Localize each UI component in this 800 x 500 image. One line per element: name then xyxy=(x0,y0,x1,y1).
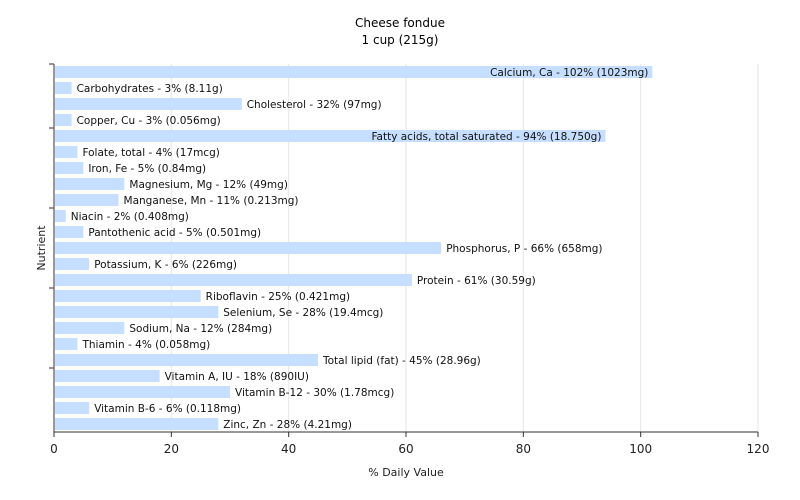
bar-9 xyxy=(55,210,66,222)
bar-7 xyxy=(55,178,125,190)
bar-10 xyxy=(55,226,84,238)
x-tick-label-2: 40 xyxy=(281,442,296,456)
bar-6 xyxy=(55,162,84,174)
bar-18 xyxy=(55,354,318,366)
bar-label-11: Phosphorus, P - 66% (658mg) xyxy=(446,243,602,255)
bar-label-16: Sodium, Na - 12% (284mg) xyxy=(129,323,272,335)
bar-3 xyxy=(55,114,72,126)
bar-8 xyxy=(55,194,119,206)
bar-label-18: Total lipid (fat) - 45% (28.96g) xyxy=(322,355,481,367)
bar-label-22: Zinc, Zn - 28% (4.21mg) xyxy=(223,419,352,431)
bar-label-8: Manganese, Mn - 11% (0.213mg) xyxy=(124,195,299,207)
bar-5 xyxy=(55,146,78,158)
bar-16 xyxy=(55,322,125,334)
bar-label-2: Cholesterol - 32% (97mg) xyxy=(247,99,382,111)
bar-label-9: Niacin - 2% (0.408mg) xyxy=(71,211,189,223)
bar-14 xyxy=(55,290,201,302)
x-tick-label-5: 100 xyxy=(629,442,652,456)
x-tick-label-3: 60 xyxy=(398,442,413,456)
axes-group: 0 20 40 60 80 100 120 xyxy=(49,63,770,456)
bar-label-0: Calcium, Ca - 102% (1023mg) xyxy=(490,67,648,79)
y-axis-label: Nutrient xyxy=(35,225,48,271)
bar-label-10: Pantothenic acid - 5% (0.501mg) xyxy=(88,227,261,239)
bar-11 xyxy=(55,242,442,254)
chart-subtitle: 1 cup (215g) xyxy=(362,33,439,47)
bar-label-7: Magnesium, Mg - 12% (49mg) xyxy=(129,179,288,191)
bar-label-5: Folate, total - 4% (17mcg) xyxy=(82,147,219,159)
bar-0 xyxy=(55,66,653,78)
bar-19 xyxy=(55,370,160,382)
bar-15 xyxy=(55,306,219,318)
bar-label-4: Fatty acids, total saturated - 94% (18.7… xyxy=(371,131,601,143)
bar-label-12: Potassium, K - 6% (226mg) xyxy=(94,259,237,271)
bar-4 xyxy=(55,130,606,142)
bar-13 xyxy=(55,274,412,286)
x-tick-label-4: 80 xyxy=(516,442,531,456)
x-tick-label-0: 0 xyxy=(50,442,58,456)
bar-label-17: Thiamin - 4% (0.058mg) xyxy=(81,339,210,351)
bar-1 xyxy=(55,82,72,94)
bar-label-19: Vitamin A, IU - 18% (890IU) xyxy=(165,371,309,383)
bars-group: Calcium, Ca - 102% (1023mg) Carbohydrates… xyxy=(55,66,653,431)
bar-label-3: Copper, Cu - 3% (0.056mg) xyxy=(77,115,221,127)
bar-12 xyxy=(55,258,90,270)
bar-label-20: Vitamin B-12 - 30% (1.78mcg) xyxy=(235,387,394,399)
bar-label-15: Selenium, Se - 28% (19.4mcg) xyxy=(223,307,383,319)
bar-22 xyxy=(55,418,219,430)
bar-label-1: Carbohydrates - 3% (8.11g) xyxy=(77,83,223,95)
bar-label-6: Iron, Fe - 5% (0.84mg) xyxy=(88,163,206,175)
bar-label-21: Vitamin B-6 - 6% (0.118mg) xyxy=(94,403,241,415)
x-tick-label-6: 120 xyxy=(747,442,770,456)
bar-label-14: Riboflavin - 25% (0.421mg) xyxy=(206,291,350,303)
bar-2 xyxy=(55,98,242,110)
bar-label-13: Protein - 61% (30.59g) xyxy=(417,275,536,287)
chart-title: Cheese fondue xyxy=(355,16,445,30)
x-tick-label-1: 20 xyxy=(164,442,179,456)
bar-17 xyxy=(55,338,78,350)
bar-21 xyxy=(55,402,90,414)
bar-20 xyxy=(55,386,230,398)
x-axis-label: % Daily Value xyxy=(368,466,444,479)
